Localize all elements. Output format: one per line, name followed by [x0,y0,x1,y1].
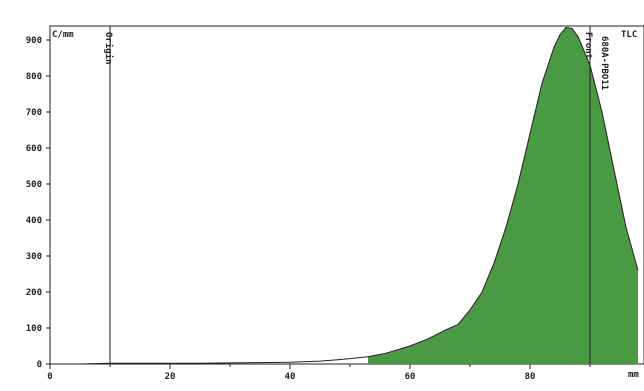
series-area-fill [368,27,638,365]
peak-sample-label: 680A-PBO11 [599,36,609,90]
y-axis-unit: C/mm [52,30,74,40]
x-tick-label: 0 [47,372,52,382]
y-tick-label: 900 [26,36,42,46]
chart-title: TLC [621,30,637,40]
x-tick-label: 60 [405,372,416,382]
x-tick-label: 40 [285,372,296,382]
y-axis: 0 100 200 300 400 500 600 700 800 900 [26,36,50,370]
origin-marker-label: Origin [103,32,114,65]
x-axis-unit: mm [628,370,639,380]
y-tick-label: 200 [26,288,42,298]
plot-frame [49,25,644,365]
y-tick-label: 0 [37,360,42,370]
y-tick-label: 300 [26,252,42,262]
x-tick-label: 80 [525,372,536,382]
y-tick-label: 600 [26,144,42,154]
y-tick-label: 100 [26,324,42,334]
front-marker-label: Front [583,32,593,59]
x-tick-label: 20 [165,372,176,382]
series-line [50,26,639,365]
y-tick-label: 800 [26,72,42,82]
x-axis: 0 20 40 60 80 [47,364,591,382]
y-tick-label: 400 [26,216,42,226]
y-tick-label: 500 [26,180,42,190]
y-tick-label: 700 [26,108,42,118]
